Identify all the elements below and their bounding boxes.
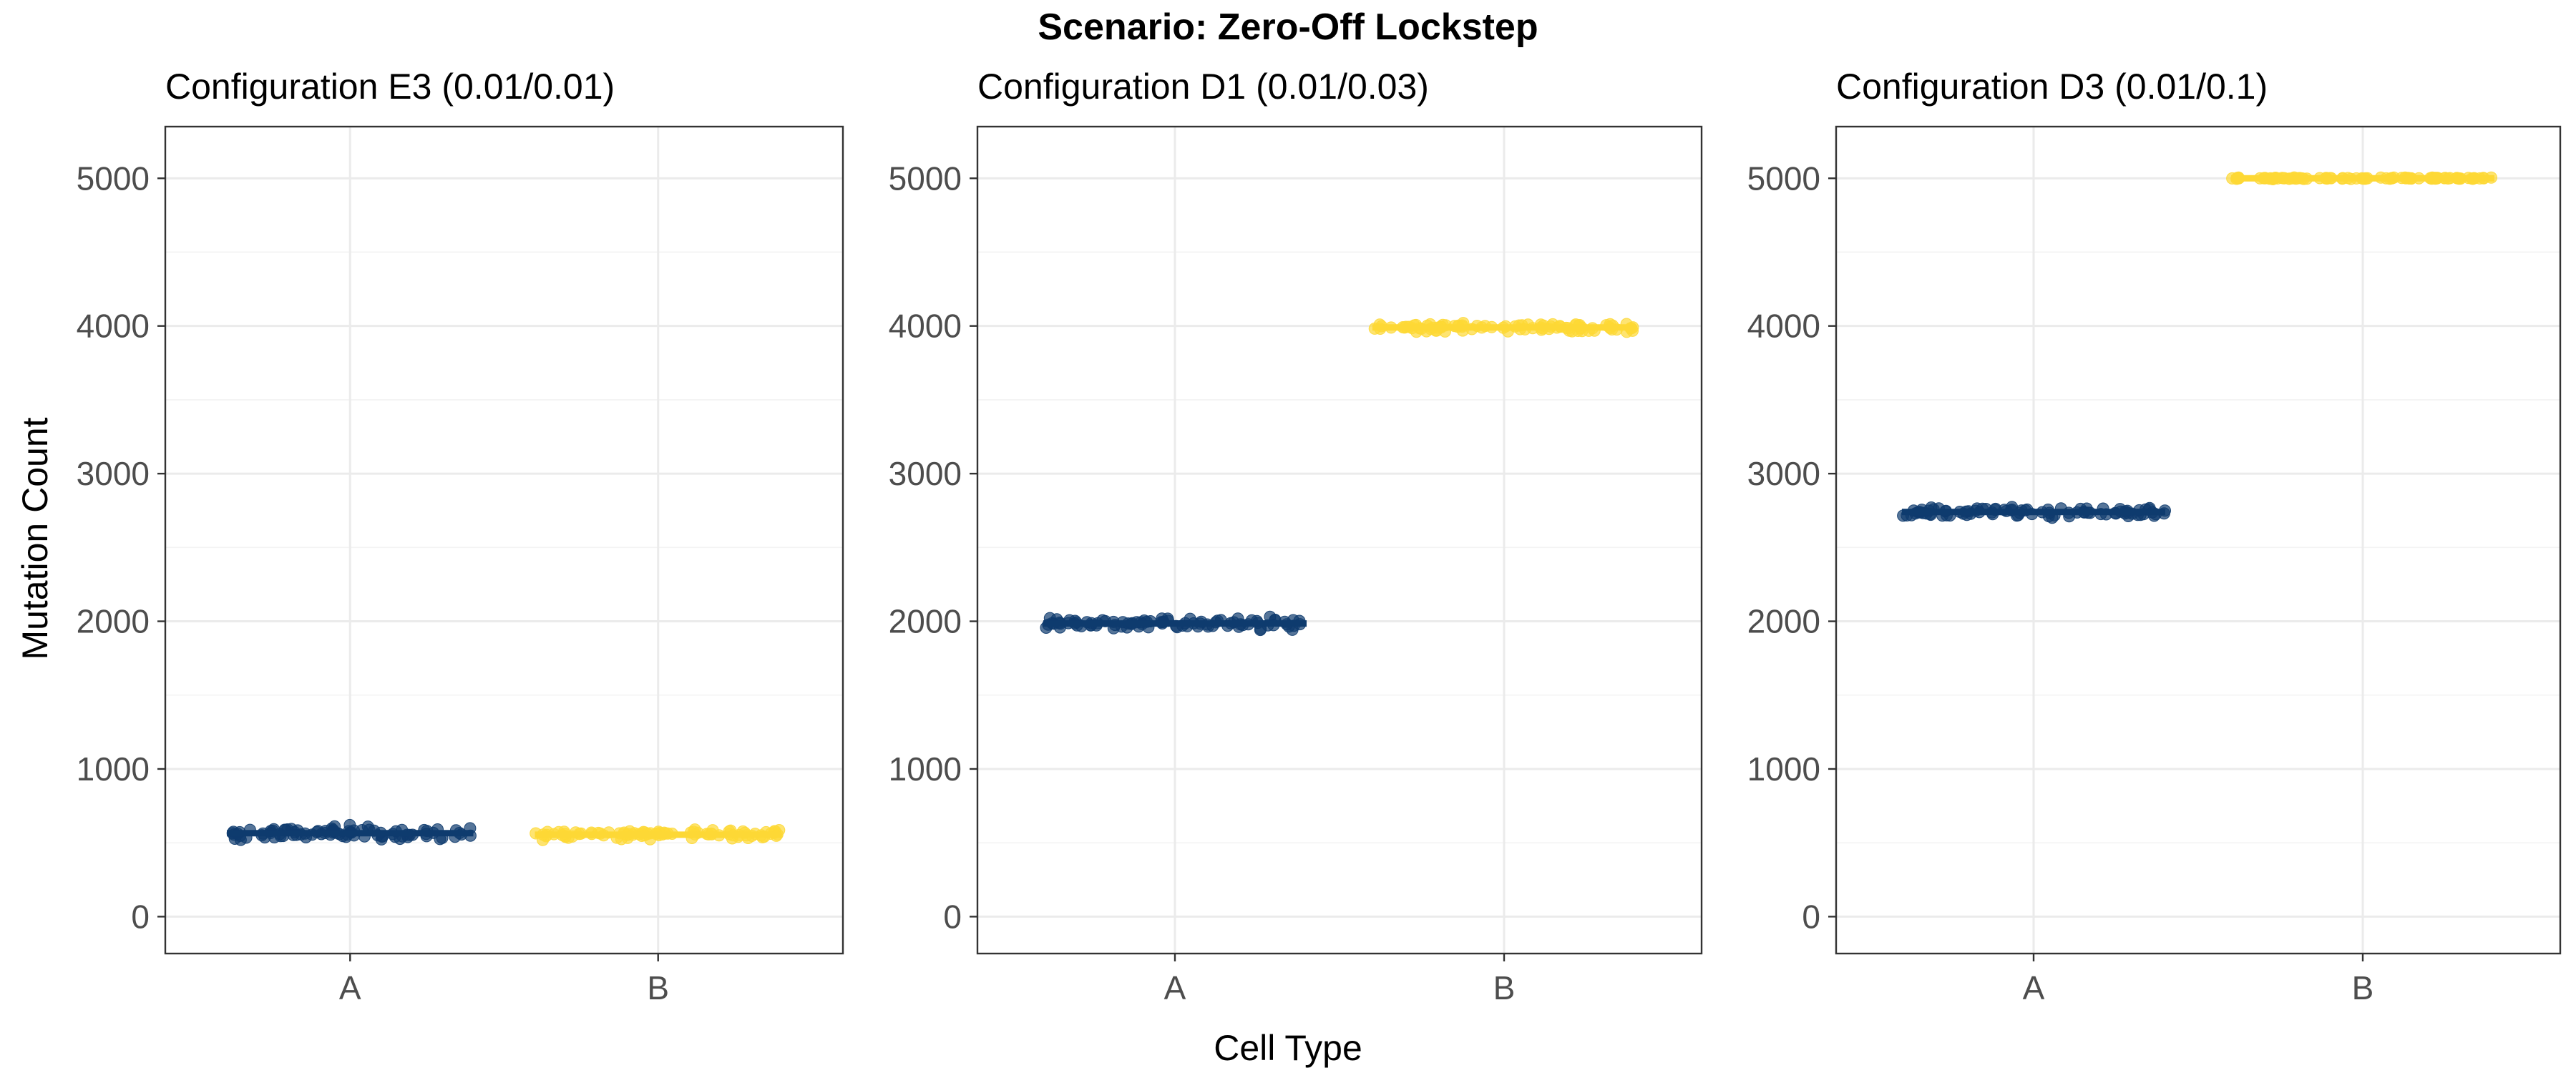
x-tick-label: B <box>647 969 669 1006</box>
y-tick-label: 4000 <box>1747 308 1820 345</box>
y-tick-label: 2000 <box>1747 603 1820 640</box>
y-tick-label: 5000 <box>1747 160 1820 197</box>
y-tick-label: 1000 <box>1747 750 1820 788</box>
y-tick-label: 4000 <box>77 308 150 345</box>
series-B <box>530 823 786 846</box>
y-tick-label: 1000 <box>889 750 962 788</box>
y-tick-label: 2000 <box>889 603 962 640</box>
panel-border <box>164 125 844 955</box>
series-B <box>2226 171 2497 185</box>
x-tick-label: A <box>339 969 361 1006</box>
x-tick-label: A <box>2023 969 2045 1006</box>
series-B <box>1368 317 1639 338</box>
series-A <box>1040 610 1307 637</box>
y-axis-title: Mutation Count <box>15 417 55 660</box>
y-tick-label: 0 <box>943 898 962 935</box>
x-tick-label: B <box>2352 969 2374 1006</box>
y-tick-label: 5000 <box>889 160 962 197</box>
y-tick-label: 4000 <box>889 308 962 345</box>
panel-title: Configuration D3 (0.01/0.1) <box>1836 67 2268 107</box>
y-tick-label: 3000 <box>77 455 150 492</box>
y-tick-label: 5000 <box>77 160 150 197</box>
y-tick-label: 3000 <box>1747 455 1820 492</box>
panel-border <box>1835 125 2562 955</box>
series-A <box>1897 501 2171 524</box>
y-tick-label: 0 <box>131 898 150 935</box>
panel-1: 0 1000 2000 3000 4000 5000 A B Configuration E3 … <box>77 67 844 1006</box>
x-tick-label: A <box>1164 969 1186 1006</box>
y-tick-label: 1000 <box>77 750 150 788</box>
chart-title: Scenario: Zero-Off Lockstep <box>1038 6 1538 48</box>
panel-2: 0 1000 2000 3000 4000 5000 A B Configuration D1 … <box>889 67 1703 1006</box>
x-axis-title: Cell Type <box>1214 1028 1362 1068</box>
panel-title: Configuration E3 (0.01/0.01) <box>165 67 615 107</box>
panels: 0 1000 2000 3000 4000 5000 A B Configuration E3 … <box>77 67 2562 1006</box>
y-tick-label: 0 <box>1802 898 1820 935</box>
panel-title: Configuration D1 (0.01/0.03) <box>977 67 1429 107</box>
panel-3: 0 1000 2000 3000 4000 5000 A B Configuration D3 … <box>1747 67 2562 1006</box>
panel-border <box>976 125 1703 955</box>
y-tick-label: 2000 <box>77 603 150 640</box>
y-tick-label: 3000 <box>889 455 962 492</box>
x-tick-label: B <box>1493 969 1516 1006</box>
series-A <box>226 818 477 846</box>
